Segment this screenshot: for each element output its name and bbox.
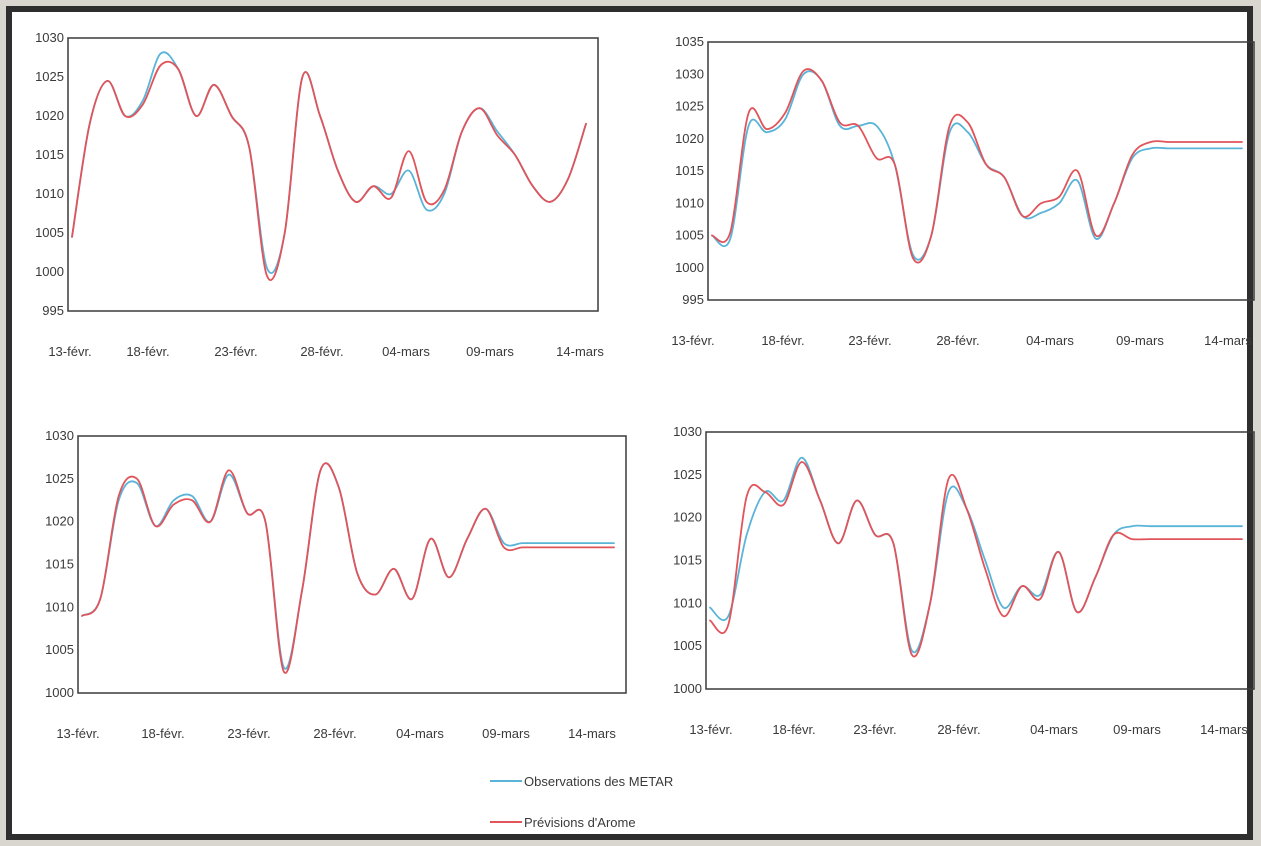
x-tick-label: 14-mars — [556, 344, 604, 359]
x-tick-label: 28-févr. — [313, 726, 356, 741]
x-tick-label: 28-févr. — [936, 333, 979, 348]
y-tick-label: 1000 — [673, 681, 702, 696]
y-tick-label: 1030 — [675, 66, 704, 81]
x-tick-label: 04-mars — [1026, 333, 1074, 348]
series-line-previsions — [711, 68, 1243, 264]
y-tick-label: 1020 — [673, 510, 702, 525]
series-line-previsions — [81, 462, 615, 674]
x-tick-label: 04-mars — [382, 344, 430, 359]
chart-top-left: 995 1000 1005 1010 1015 1020 1025 1030 13-févr. 1… — [35, 30, 604, 359]
x-tick-label: 14-mars — [1204, 333, 1252, 348]
x-tick-label: 09-mars — [1116, 333, 1164, 348]
y-tick-label: 1025 — [673, 467, 702, 482]
plot-frame — [705, 431, 1255, 690]
y-tick-label: 995 — [42, 303, 64, 318]
y-tick-label: 1010 — [45, 599, 74, 614]
series-line-observations — [81, 462, 615, 670]
x-tick-label: 04-mars — [1030, 722, 1078, 737]
plot-frame — [77, 435, 627, 694]
y-tick-label: 1000 — [675, 260, 704, 275]
y-tick-label: 1010 — [675, 195, 704, 210]
y-tick-label: 1025 — [45, 471, 74, 486]
x-tick-label: 09-mars — [1113, 722, 1161, 737]
y-tick-label: 1020 — [45, 514, 74, 529]
x-tick-label: 23-févr. — [848, 333, 891, 348]
y-tick-label: 1015 — [675, 163, 704, 178]
x-tick-label: 14-mars — [568, 726, 616, 741]
y-tick-label: 1030 — [45, 428, 74, 443]
plot-frame — [67, 37, 599, 312]
x-tick-label: 09-mars — [482, 726, 530, 741]
x-tick-label: 04-mars — [396, 726, 444, 741]
y-tick-label: 1005 — [675, 228, 704, 243]
y-tick-label: 1015 — [35, 147, 64, 162]
x-tick-label: 18-févr. — [772, 722, 815, 737]
figure-frame — [6, 6, 1253, 840]
x-tick-label: 23-févr. — [853, 722, 896, 737]
y-tick-label: 1015 — [45, 557, 74, 572]
x-tick-label: 13-févr. — [689, 722, 732, 737]
y-tick-label: 1000 — [45, 685, 74, 700]
chart-bottom-left: 1000 1005 1010 1015 1020 1025 1030 13-févr. 18-f… — [45, 428, 627, 741]
x-tick-label: 23-févr. — [214, 344, 257, 359]
x-tick-label: 14-mars — [1200, 722, 1248, 737]
y-tick-label: 1015 — [673, 553, 702, 568]
y-tick-label: 1005 — [45, 642, 74, 657]
x-tick-label: 13-févr. — [671, 333, 714, 348]
y-tick-label: 995 — [682, 292, 704, 307]
series-line-observations — [709, 456, 1243, 654]
y-tick-label: 1010 — [673, 595, 702, 610]
legend-label-observations: Observations des METAR — [524, 774, 673, 789]
y-tick-label: 1005 — [35, 225, 64, 240]
y-tick-label: 1030 — [35, 30, 64, 45]
plot-frame — [707, 41, 1255, 301]
legend-label-previsions: Prévisions d'Arome — [524, 815, 636, 830]
legend: Observations des METAR Prévisions d'Arome — [490, 774, 673, 830]
x-tick-label: 09-mars — [466, 344, 514, 359]
x-tick-label: 28-févr. — [937, 722, 980, 737]
series-line-previsions — [71, 60, 587, 281]
y-tick-label: 1030 — [673, 424, 702, 439]
x-tick-label: 23-févr. — [227, 726, 270, 741]
x-tick-label: 18-févr. — [761, 333, 804, 348]
y-tick-label: 1025 — [675, 99, 704, 114]
x-tick-label: 13-févr. — [48, 344, 91, 359]
y-tick-label: 1005 — [673, 638, 702, 653]
chart-bottom-right: 1000 1005 1010 1015 1020 1025 1030 13-févr. 18-f… — [673, 424, 1255, 737]
y-tick-label: 1000 — [35, 264, 64, 279]
chart-top-right: 995 1000 1005 1010 1015 1020 1025 1030 1035 13-fé… — [671, 34, 1255, 348]
x-tick-label: 28-févr. — [300, 344, 343, 359]
series-line-observations — [71, 51, 587, 275]
x-tick-label: 18-févr. — [141, 726, 184, 741]
x-tick-label: 18-févr. — [126, 344, 169, 359]
x-tick-label: 13-févr. — [56, 726, 99, 741]
y-tick-label: 1010 — [35, 186, 64, 201]
series-line-previsions — [709, 461, 1243, 658]
y-tick-label: 1020 — [675, 131, 704, 146]
y-tick-label: 1020 — [35, 108, 64, 123]
y-tick-label: 1025 — [35, 69, 64, 84]
y-tick-label: 1035 — [675, 34, 704, 49]
series-line-observations — [711, 70, 1243, 261]
